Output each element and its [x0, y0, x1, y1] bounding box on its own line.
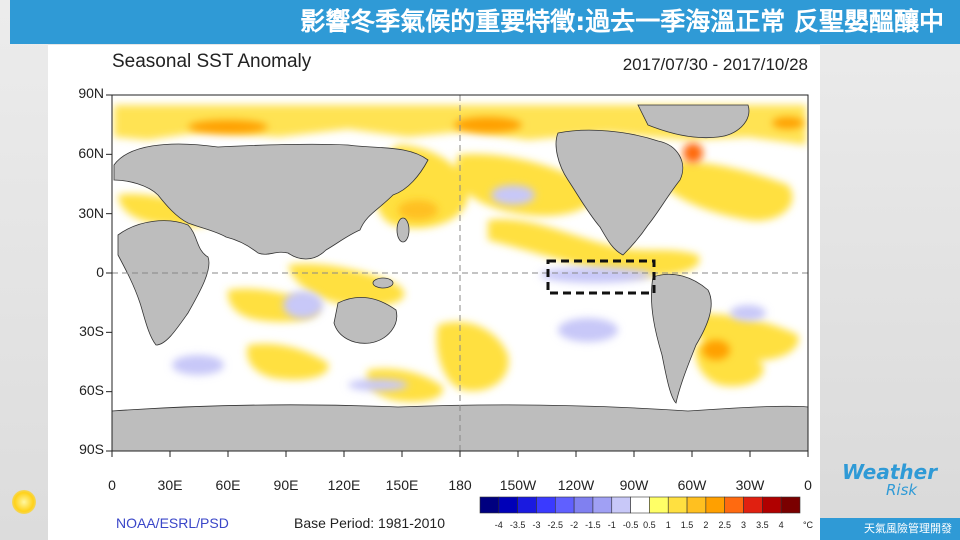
- lon-tick-label: 30E: [157, 477, 183, 493]
- lon-tick-label: 90W: [619, 477, 649, 493]
- base-period: Base Period: 1981-2010: [294, 515, 445, 531]
- colorbar-swatch: [498, 496, 518, 514]
- weather-risk-logo: Weather Risk: [842, 460, 937, 499]
- lat-tick-label: 60N: [78, 145, 104, 161]
- colorbar-swatch: [554, 496, 575, 514]
- colorbar-tick-label: -1: [607, 520, 616, 530]
- logo-text: Weather: [842, 460, 938, 484]
- grid-lines: [112, 95, 808, 451]
- colorbar-swatch: [686, 496, 707, 514]
- north-america: [555, 129, 684, 256]
- colorbar-tick-label: -3.5: [509, 520, 526, 530]
- colorbar-swatch: [762, 496, 782, 514]
- colorbar-tick-label: 0.5: [643, 520, 656, 530]
- eurasia: [113, 143, 429, 260]
- sst-anomaly-figure: Seasonal SST Anomaly 2017/07/30 - 2017/1…: [48, 45, 820, 540]
- lon-tick-label: 150W: [499, 477, 537, 493]
- colorbar-tick-label: 4: [778, 520, 784, 530]
- colorbar-tick-label: -2.5: [547, 520, 564, 530]
- lat-tick-label: 30N: [78, 205, 104, 221]
- sun-decoration-icon: [12, 490, 36, 514]
- strong-warm-spots: [188, 117, 804, 360]
- lat-tick-label: 0: [96, 264, 104, 280]
- colorbar-tick-label: -3: [532, 520, 541, 530]
- colorbar: [479, 496, 801, 514]
- colorbar-swatch: [592, 496, 613, 514]
- colorbar-swatch: [705, 496, 726, 514]
- lon-tick-label: 0: [108, 477, 116, 493]
- colorbar-swatch: [649, 496, 669, 514]
- colorbar-swatch: [479, 496, 500, 514]
- colorbar-tick-label: -2: [570, 520, 579, 530]
- colorbar-tick-label: -1.5: [585, 520, 601, 530]
- colorbar-swatch: [611, 496, 631, 514]
- slide-title: 影響冬季氣候的重要特徵:過去一季海溫正常 反聖嬰醞釀中: [10, 0, 960, 44]
- lon-tick-label: 60W: [677, 477, 707, 493]
- colorbar-unit: °C: [802, 520, 814, 530]
- lon-tick-label: 30W: [735, 477, 765, 493]
- lon-tick-label: 180: [448, 477, 472, 493]
- cool-anomaly-fields: [172, 185, 766, 391]
- lon-tick-label: 0: [804, 477, 812, 493]
- lon-tick-label: 90E: [273, 477, 299, 493]
- greenland: [637, 104, 750, 139]
- colorbar-swatch: [743, 496, 763, 514]
- data-source: NOAA/ESRL/PSD: [116, 515, 229, 531]
- lat-tick-label: 30S: [79, 323, 104, 339]
- slide-background-left: [0, 0, 48, 540]
- colorbar-swatch: [780, 496, 801, 514]
- colorbar-swatch: [630, 496, 650, 514]
- chart-title: Seasonal SST Anomaly: [112, 51, 312, 72]
- lat-tick-label: 90N: [78, 85, 104, 101]
- lat-tick-label: 90S: [79, 441, 104, 457]
- slide-background-right: [820, 0, 960, 540]
- colorbar-tick-label: 3: [741, 520, 747, 530]
- australia: [333, 297, 398, 344]
- lon-tick-label: 60E: [215, 477, 241, 493]
- lon-tick-label: 120E: [327, 477, 361, 493]
- colorbar-swatch: [536, 496, 556, 514]
- colorbar-swatch: [517, 496, 537, 514]
- colorbar-swatch: [724, 496, 744, 514]
- colorbar-swatch: [667, 496, 688, 514]
- colorbar-tick-label: 2.5: [718, 520, 731, 530]
- colorbar-tick-label: 1.5: [680, 520, 694, 530]
- colorbar-tick-label: 2: [703, 520, 709, 530]
- colorbar-swatch: [573, 496, 594, 514]
- south-america: [651, 273, 712, 404]
- footer-company: 天氣風險管理開發: [820, 518, 960, 540]
- colorbar-tick-label: 1: [665, 520, 671, 530]
- lat-tick-label: 60S: [79, 382, 104, 398]
- colorbar-tick-label: -0.5: [622, 520, 639, 530]
- lon-tick-label: 150E: [385, 477, 419, 493]
- colorbar-tick-label: -4: [494, 520, 503, 530]
- indonesia: [372, 277, 394, 289]
- logo-subtext: Risk: [886, 481, 918, 499]
- sst-map-svg: [106, 94, 809, 514]
- japan: [396, 217, 410, 243]
- lon-tick-label: 120W: [557, 477, 595, 493]
- colorbar-tick-label: 3.5: [756, 520, 769, 530]
- chart-date-range: 2017/07/30 - 2017/10/28: [622, 55, 808, 74]
- equatorial-pacific-box: [546, 259, 656, 295]
- africa: [117, 220, 210, 346]
